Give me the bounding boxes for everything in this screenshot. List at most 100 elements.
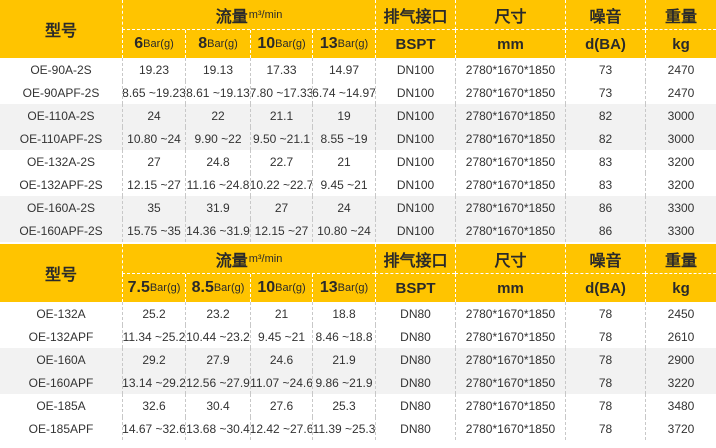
- table-cell: 30.4: [185, 394, 250, 417]
- cell-text: 21.9: [332, 352, 356, 367]
- column-unit: BSPT: [375, 30, 455, 58]
- table-cell: 9.86 ~21.9: [312, 371, 375, 394]
- cell-text: 2780*1670*1850: [465, 306, 556, 321]
- pressure-header: 13 Bar(g): [312, 30, 375, 58]
- table-cell: 27.6: [250, 394, 312, 417]
- cell-text: 12.15 ~27: [127, 177, 181, 192]
- cell-text: 12.15 ~27: [254, 223, 309, 238]
- column-header: 重量: [645, 0, 716, 30]
- column-unit-text: kg: [672, 35, 690, 53]
- cell-text: 2780*1670*1850: [465, 200, 556, 215]
- table-cell: 9.90 ~22: [185, 127, 250, 150]
- table-cell: 10.80 ~24: [312, 219, 375, 242]
- column-unit: mm: [455, 30, 565, 58]
- table-cell: 12.42 ~27.6: [250, 417, 312, 440]
- table-cell: 15.75 ~35: [122, 219, 185, 242]
- table-cell: 3000: [645, 104, 716, 127]
- pressure-unit: Bar(g): [275, 38, 306, 50]
- cell-text: 2470: [667, 85, 695, 100]
- cell-text: DN80: [400, 329, 431, 344]
- table-cell: DN80: [375, 417, 455, 440]
- table-cell: 2780*1670*1850: [455, 417, 565, 440]
- cell-text: 8.46 ~18.8: [315, 329, 373, 344]
- table-cell: DN100: [375, 81, 455, 104]
- table-cell: 25.3: [312, 394, 375, 417]
- cell-text: 8.55 ~19: [320, 131, 368, 146]
- table-cell: 19: [312, 104, 375, 127]
- table-cell: 2780*1670*1850: [455, 302, 565, 325]
- table-cell: 78: [565, 348, 645, 371]
- cell-text: 2780*1670*1850: [465, 131, 556, 146]
- cell-text: 2610: [667, 329, 695, 344]
- cell-text: 11.39 ~25.3: [312, 421, 375, 436]
- cell-text: 3000: [667, 108, 695, 123]
- table-cell: 3480: [645, 394, 716, 417]
- cell-text: 73: [598, 62, 613, 77]
- column-unit-text: d(BA): [585, 35, 626, 53]
- table-cell: 24: [312, 196, 375, 219]
- cell-text: OE-132APF-2S: [19, 177, 103, 192]
- column-unit-text: d(BA): [585, 279, 626, 297]
- column-header: 尺寸: [455, 244, 565, 274]
- cell-text: 2780*1670*1850: [465, 177, 556, 192]
- table-cell: 2780*1670*1850: [455, 196, 565, 219]
- cell-text: OE-132APF: [28, 329, 94, 344]
- column-unit: d(BA): [565, 30, 645, 58]
- table-cell: 14.36 ~31.9: [185, 219, 250, 242]
- table-cell: DN80: [375, 371, 455, 394]
- table-cell: 12.56 ~27.9: [185, 371, 250, 394]
- cell-text: 14.67 ~32.6: [122, 421, 185, 436]
- cell-text: 78: [598, 352, 613, 367]
- table-cell: 73: [565, 58, 645, 81]
- pressure-header: 6 Bar(g): [122, 30, 185, 58]
- table-cell: 2450: [645, 302, 716, 325]
- cell-text: 14.97: [328, 62, 360, 77]
- cell-text: 2780*1670*1850: [465, 62, 556, 77]
- column-unit: BSPT: [375, 274, 455, 302]
- table-cell: 83: [565, 173, 645, 196]
- table-cell: 6.74 ~14.97: [312, 81, 375, 104]
- flow-label: 流量: [215, 8, 248, 26]
- cell-text: 9.90 ~22: [194, 131, 242, 146]
- table-cell: 2780*1670*1850: [455, 150, 565, 173]
- cell-text: 2470: [667, 62, 695, 77]
- flow-header: 流量 m³/min: [122, 244, 375, 274]
- table-cell: OE-90A-2S: [0, 58, 122, 81]
- table-cell: DN100: [375, 104, 455, 127]
- cell-text: 3000: [667, 131, 695, 146]
- cell-text: 19: [337, 108, 351, 123]
- cell-text: OE-132A: [36, 306, 86, 321]
- table-cell: 24.6: [250, 348, 312, 371]
- table-cell: 3300: [645, 219, 716, 242]
- table-cell: 18.8: [312, 302, 375, 325]
- table-cell: 22: [185, 104, 250, 127]
- cell-text: 31.9: [206, 200, 230, 215]
- table-cell: 21: [250, 302, 312, 325]
- table-cell: OE-185A: [0, 394, 122, 417]
- table-cell: 2780*1670*1850: [455, 325, 565, 348]
- cell-text: 78: [598, 421, 613, 436]
- table-cell: 2780*1670*1850: [455, 348, 565, 371]
- cell-text: 78: [598, 306, 613, 321]
- table-cell: 11.16 ~24.8: [185, 173, 250, 196]
- cell-text: 3200: [667, 177, 695, 192]
- table-cell: 27: [122, 150, 185, 173]
- table-cell: 13.68 ~30.4: [185, 417, 250, 440]
- model-header: 型号: [0, 0, 122, 58]
- cell-text: 35: [147, 200, 161, 215]
- cell-text: DN100: [396, 223, 435, 238]
- cell-text: 2450: [667, 306, 695, 321]
- cell-text: 3300: [667, 200, 695, 215]
- cell-text: 83: [598, 177, 613, 192]
- column-name: 排气接口: [383, 252, 448, 270]
- cell-text: 10.80 ~24: [317, 223, 371, 238]
- table-cell: 24.8: [185, 150, 250, 173]
- cell-text: DN100: [396, 154, 435, 169]
- pressure-value: 10: [257, 35, 276, 52]
- flow-unit: m³/min: [248, 252, 283, 265]
- column-name: 尺寸: [494, 252, 527, 270]
- table-cell: 3300: [645, 196, 716, 219]
- cell-text: 3480: [667, 398, 695, 413]
- column-name: 重量: [664, 252, 697, 270]
